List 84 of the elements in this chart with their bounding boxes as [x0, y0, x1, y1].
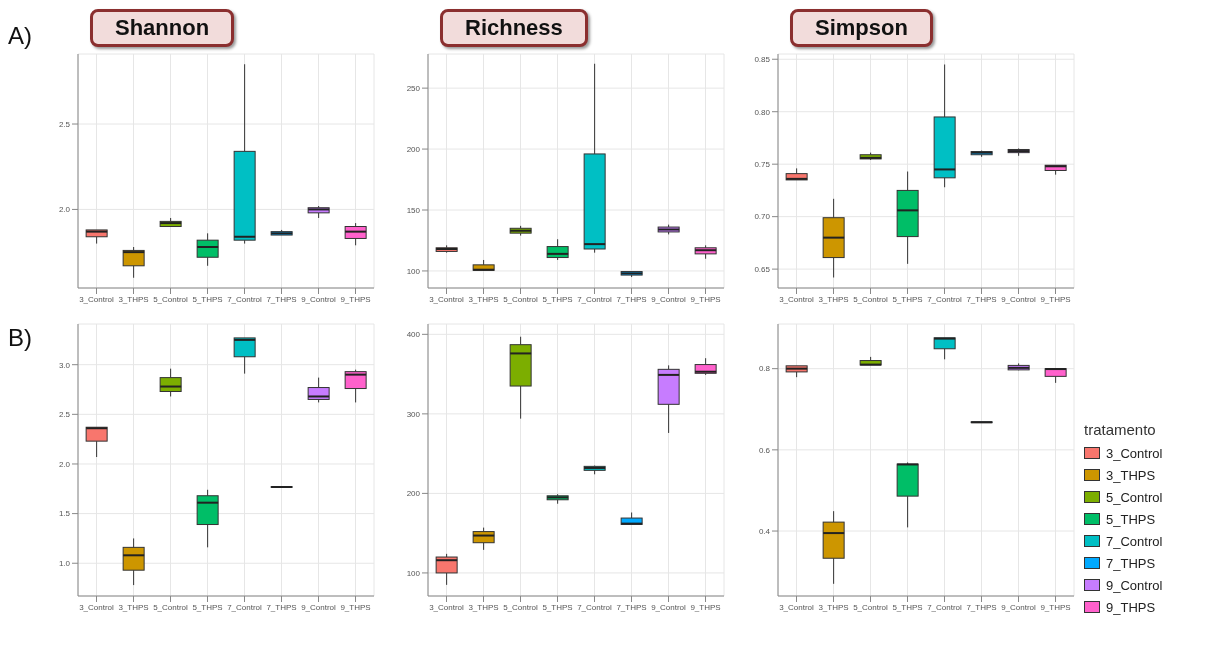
- x-tick-label: 5_THPS: [192, 602, 223, 612]
- x-tick-label: 7_THPS: [616, 602, 647, 612]
- x-tick-label: 9_THPS: [690, 602, 721, 612]
- x-tick-label: 9_Control: [651, 602, 687, 612]
- x-tick-label: 5_Control: [853, 602, 889, 612]
- x-tick-label: 9_Control: [651, 294, 687, 304]
- x-tick-label: 5_THPS: [192, 294, 223, 304]
- x-tick-label: 7_Control: [227, 294, 263, 304]
- y-tick-label: 0.75: [754, 160, 771, 170]
- y-tick-label: 1.5: [58, 509, 71, 519]
- y-tick-label: 2.5: [58, 410, 71, 420]
- chart-title: Simpson: [790, 9, 933, 47]
- x-tick-label: 7_THPS: [266, 602, 297, 612]
- y-tick-label: 2.5: [58, 119, 71, 129]
- x-tick-label: 7_THPS: [966, 602, 997, 612]
- text: B): [8, 324, 33, 352]
- y-tick-label: 200: [406, 489, 421, 499]
- x-tick-label: 7_Control: [577, 294, 613, 304]
- x-tick-label: 7_Control: [927, 602, 963, 612]
- x-tick-label: 3_Control: [429, 294, 465, 304]
- x-tick-label: 3_Control: [779, 294, 815, 304]
- x-tick-label: 9_THPS: [1040, 294, 1071, 304]
- legend-title: tratamento: [1084, 421, 1157, 438]
- y-tick-label: 0.4: [758, 526, 771, 536]
- y-tick-label: 100: [406, 266, 421, 276]
- x-tick-label: 5_Control: [503, 294, 539, 304]
- y-tick-label: 300: [406, 409, 421, 419]
- legend-label: 7_THPS: [1106, 555, 1156, 571]
- x-tick-label: 7_THPS: [266, 294, 297, 304]
- x-tick-label: 9_Control: [1001, 602, 1037, 612]
- x-tick-label: 5_Control: [153, 602, 189, 612]
- x-tick-label: 3_THPS: [118, 602, 149, 612]
- x-tick-label: 3_Control: [429, 602, 465, 612]
- x-tick-label: 7_Control: [227, 602, 263, 612]
- y-tick-label: 0.70: [754, 212, 771, 222]
- y-tick-label: 200: [406, 144, 421, 154]
- x-tick-label: 3_THPS: [818, 294, 849, 304]
- x-tick-label: 3_Control: [79, 602, 115, 612]
- x-tick-label: 7_Control: [577, 602, 613, 612]
- y-tick-label: 250: [406, 83, 421, 93]
- y-tick-label: 400: [406, 330, 421, 340]
- legend-label: 5_Control: [1106, 489, 1163, 505]
- y-tick-label: 1.0: [58, 559, 71, 569]
- x-tick-label: 9_THPS: [1040, 602, 1071, 612]
- x-tick-label: 5_THPS: [892, 602, 923, 612]
- x-tick-label: 3_THPS: [818, 602, 849, 612]
- y-tick-label: 2.0: [58, 459, 71, 469]
- y-tick-label: 150: [406, 205, 421, 215]
- x-tick-label: 9_THPS: [340, 294, 371, 304]
- y-tick-label: 0.65: [754, 264, 771, 274]
- y-tick-label: 0.6: [758, 445, 771, 455]
- x-tick-label: 5_THPS: [892, 294, 923, 304]
- legend-label: 9_Control: [1106, 577, 1163, 593]
- text: A): [8, 22, 33, 50]
- legend-label: 3_THPS: [1106, 467, 1156, 483]
- x-tick-label: 3_THPS: [468, 294, 499, 304]
- x-tick-label: 3_Control: [779, 602, 815, 612]
- x-tick-label: 9_THPS: [690, 294, 721, 304]
- y-tick-label: 100: [406, 568, 421, 578]
- x-tick-label: 5_Control: [853, 294, 889, 304]
- x-tick-label: 9_Control: [301, 602, 337, 612]
- x-tick-label: 3_Control: [79, 294, 115, 304]
- legend-label: 7_Control: [1106, 533, 1163, 549]
- legend-label: 5_THPS: [1106, 511, 1156, 527]
- y-tick-label: 0.8: [758, 364, 771, 374]
- x-tick-label: 5_Control: [503, 602, 539, 612]
- x-tick-label: 7_THPS: [966, 294, 997, 304]
- y-tick-label: 0.80: [754, 107, 771, 117]
- x-tick-label: 9_Control: [1001, 294, 1037, 304]
- x-tick-label: 5_THPS: [542, 602, 573, 612]
- y-tick-label: 3.0: [58, 360, 71, 370]
- y-tick-label: 0.85: [754, 55, 771, 65]
- x-tick-label: 5_Control: [153, 294, 189, 304]
- y-tick-label: 2.0: [58, 205, 71, 215]
- x-tick-label: 9_THPS: [340, 602, 371, 612]
- x-tick-label: 5_THPS: [542, 294, 573, 304]
- chart-title: Shannon: [90, 9, 235, 47]
- x-tick-label: 3_THPS: [468, 602, 499, 612]
- x-tick-label: 3_THPS: [118, 294, 149, 304]
- x-tick-label: 9_Control: [301, 294, 337, 304]
- x-tick-label: 7_Control: [927, 294, 963, 304]
- chart-title: Richness: [440, 9, 588, 47]
- x-tick-label: 7_THPS: [616, 294, 647, 304]
- legend-label: 3_Control: [1106, 445, 1163, 461]
